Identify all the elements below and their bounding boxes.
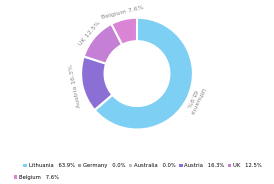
Wedge shape [95,95,112,110]
Wedge shape [111,18,137,45]
Wedge shape [95,95,112,110]
Wedge shape [84,24,122,64]
Text: Lithuania
63.9%: Lithuania 63.9% [183,84,205,115]
Wedge shape [81,56,112,110]
Text: Belgium 7.6%: Belgium 7.6% [101,5,144,20]
Text: UK 12.5%: UK 12.5% [78,20,101,46]
Legend: Belgium   7.6%: Belgium 7.6% [14,174,59,180]
Text: Austria 16.3%: Austria 16.3% [69,64,82,108]
Legend: Lithuania   63.9%, Germany   0.0%, Australia   0.0%, Austria   16.3%, UK   12.5%: Lithuania 63.9%, Germany 0.0%, Australia… [23,163,262,169]
Wedge shape [95,18,193,130]
